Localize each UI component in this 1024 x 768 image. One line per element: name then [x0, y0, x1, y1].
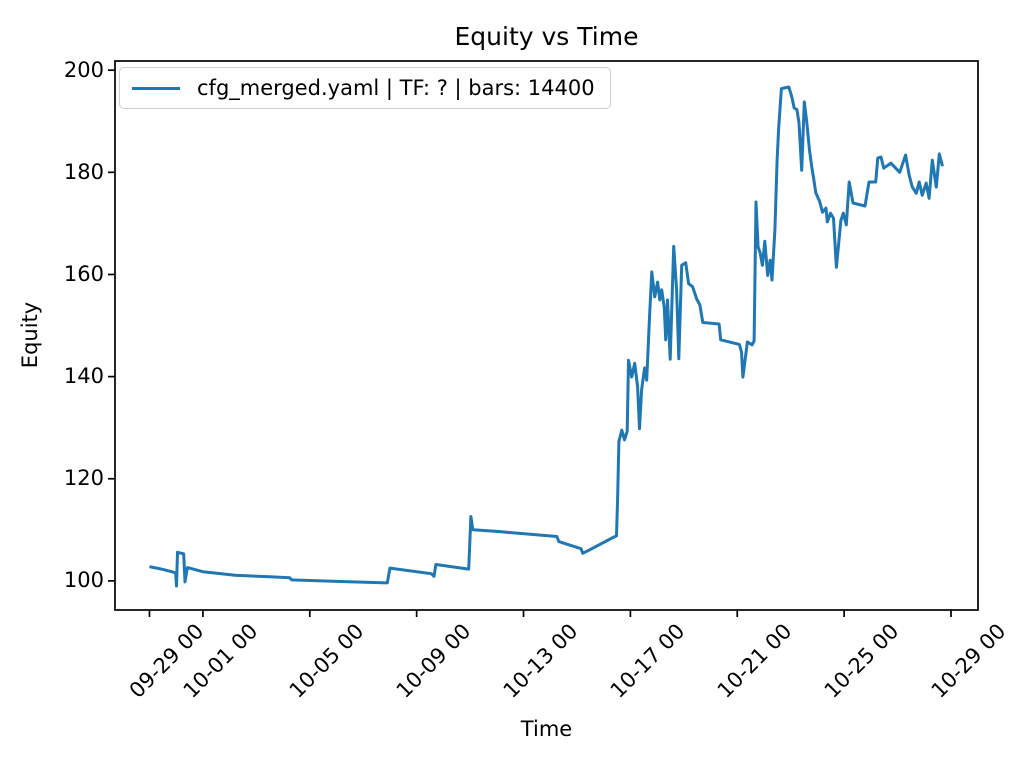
legend-label: cfg_merged.yaml | TF: ? | bars: 14400: [197, 76, 595, 100]
legend: cfg_merged.yaml | TF: ? | bars: 14400: [119, 67, 611, 109]
legend-line-sample: [132, 86, 180, 90]
y-tick-label: 180: [63, 159, 104, 184]
y-tick-label: 140: [63, 364, 104, 389]
y-tick-label: 160: [63, 261, 104, 286]
y-axis-label: Equity: [18, 301, 42, 369]
chart-title: Equity vs Time: [454, 22, 639, 51]
y-tick-label: 100: [63, 568, 104, 593]
x-axis-label: Time: [520, 717, 573, 741]
y-tick-label: 120: [63, 466, 104, 491]
equity-line: [149, 85, 944, 588]
axes-spines: [114, 60, 979, 611]
y-tick-label: 200: [63, 57, 104, 82]
